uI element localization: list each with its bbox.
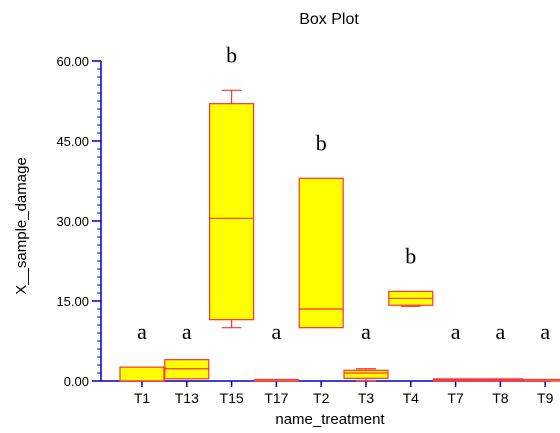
- x-axis-label: name_treatment: [275, 411, 385, 428]
- group-letter: b: [405, 243, 416, 268]
- group-letter: a: [496, 319, 506, 344]
- y-tick-label: 45.00: [56, 134, 89, 149]
- y-tick-label: 60.00: [56, 54, 89, 69]
- box: [298, 177, 344, 329]
- box: [343, 369, 389, 379]
- x-tick-label: T15: [220, 390, 244, 406]
- group-letter: a: [182, 319, 192, 344]
- x-tick-label: T3: [358, 390, 375, 406]
- group-letter: a: [361, 319, 371, 344]
- x-tick-label: T17: [264, 390, 288, 406]
- box: [119, 366, 165, 382]
- x-tick-label: T8: [492, 390, 509, 406]
- box: [209, 103, 255, 321]
- plot-area: 0.00 15.00 30.00 45.00 60.00 T1 a T13 a T15 b T17 a T…: [56, 42, 560, 406]
- x-tick-label: T2: [313, 390, 330, 406]
- x-tick-label: T13: [175, 390, 199, 406]
- x-tick-label: T9: [537, 390, 554, 406]
- group-letter: a: [272, 319, 282, 344]
- x-tick-label: T4: [403, 390, 420, 406]
- y-tick-label: 30.00: [56, 214, 89, 229]
- group-letter: a: [451, 319, 461, 344]
- group-letter: b: [316, 130, 327, 155]
- x-tick-label: T7: [447, 390, 464, 406]
- x-tick-label: T1: [134, 390, 151, 406]
- group-letter: a: [137, 319, 147, 344]
- y-tick-label: 0.00: [64, 374, 89, 389]
- chart-title: Box Plot: [299, 11, 359, 28]
- y-axis-label: X__sample_damage: [13, 157, 30, 295]
- y-tick-label: 15.00: [56, 294, 89, 309]
- group-letter: b: [226, 42, 237, 67]
- group-letter: a: [540, 319, 550, 344]
